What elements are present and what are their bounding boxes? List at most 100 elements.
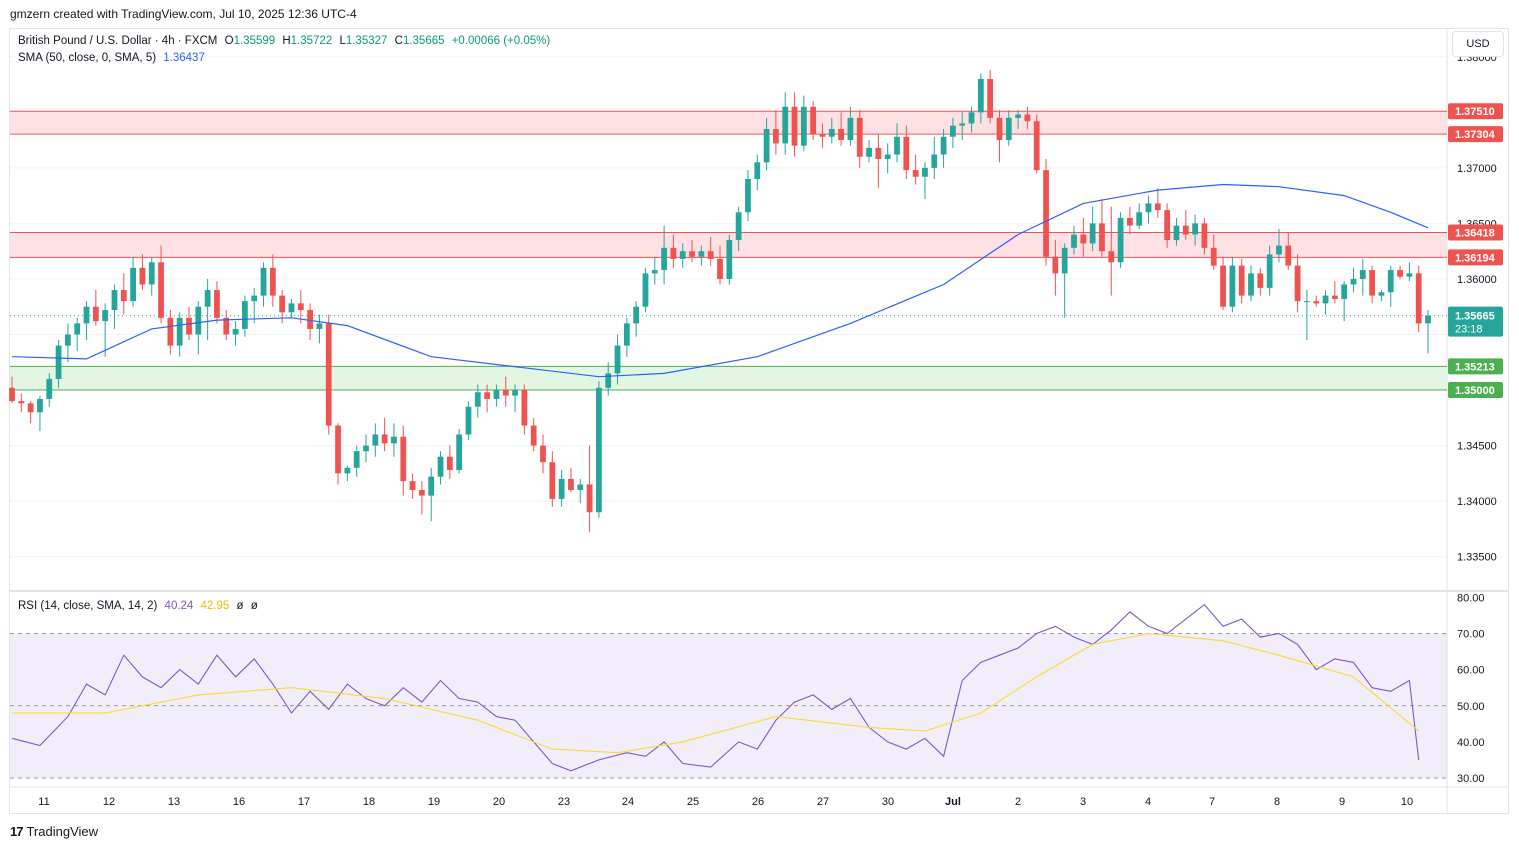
price-tick-label: 1.33500 <box>1457 552 1497 564</box>
sma-label: SMA (50, close, 0, SMA, 5) <box>18 52 157 64</box>
candle-body <box>260 267 267 296</box>
candle-body <box>167 317 174 346</box>
price-tick-label: 1.37000 <box>1457 163 1497 175</box>
time-tick-label: 30 <box>882 796 894 808</box>
candle-body <box>307 310 313 329</box>
candle-body <box>120 290 127 302</box>
time-tick-label: Jul <box>945 796 961 808</box>
low-value: 1.35327 <box>345 35 388 47</box>
tradingview-logo[interactable]: 17 TradingView <box>10 824 98 839</box>
candle-body <box>856 117 863 157</box>
low-label: L <box>339 35 346 47</box>
resistance-bottom-label: 1.37304 <box>1455 129 1496 141</box>
candle-body <box>549 462 556 499</box>
candle-body <box>763 128 770 163</box>
candle-body <box>465 406 472 435</box>
candle-body <box>1033 121 1040 171</box>
candle-body <box>437 456 444 477</box>
candle-body <box>1145 203 1152 213</box>
currency-label: USD <box>1466 38 1490 50</box>
candle-body <box>1425 315 1431 324</box>
time-tick-label: 10 <box>1401 796 1413 808</box>
candle-body <box>875 147 882 159</box>
chart-frame[interactable] <box>9 28 1509 814</box>
candle-body <box>1015 114 1021 118</box>
candle-body <box>1173 225 1180 241</box>
candle-body <box>922 167 928 177</box>
candle-body <box>446 456 453 471</box>
candle-body <box>232 328 239 335</box>
candle-body <box>419 490 425 496</box>
currency-button[interactable]: USD <box>1452 31 1504 57</box>
candle-body <box>614 345 621 374</box>
rsi-extra-2: ø <box>250 600 258 612</box>
candle-body <box>521 390 528 426</box>
candle-body <box>1387 270 1394 293</box>
candle-body <box>931 154 938 168</box>
candle-body <box>735 212 742 241</box>
time-tick-label: 18 <box>363 796 375 808</box>
candle-body <box>1276 245 1282 255</box>
candle-body <box>27 403 34 413</box>
candle-body <box>223 317 230 335</box>
sma-line <box>11 183 1429 378</box>
candle-body <box>1369 270 1375 296</box>
resistance-top-label-bg <box>1448 103 1503 120</box>
sma-legend[interactable]: SMA (50, close, 0, SMA, 5) 1.36437 <box>18 52 209 64</box>
candle-body <box>605 373 612 388</box>
candle-body <box>689 251 695 257</box>
candle-body <box>1089 223 1096 244</box>
candle-body <box>428 476 435 496</box>
resistance2-top-label: 1.36418 <box>1455 228 1495 240</box>
candle-body <box>1043 170 1049 257</box>
rsi-legend[interactable]: RSI (14, close, SMA, 14, 2) 40.24 42.95 … <box>18 600 262 612</box>
candle-body <box>400 436 407 482</box>
rsi-value: 40.24 <box>164 600 194 612</box>
candle-body <box>1238 265 1245 296</box>
candle-body <box>1304 301 1310 303</box>
time-tick-label: 9 <box>1339 796 1345 808</box>
candle-body <box>1378 292 1385 296</box>
candle-body <box>884 154 891 159</box>
candle-body <box>642 273 649 307</box>
candle-body <box>325 323 332 426</box>
candle-body <box>493 390 500 399</box>
candle-body <box>1127 217 1133 226</box>
candle-body <box>1136 212 1143 226</box>
candle-body <box>894 136 900 155</box>
rsi-sma-line <box>12 632 1420 754</box>
candle-body <box>1154 203 1161 211</box>
resistance-bottom-label-bg <box>1448 126 1503 143</box>
rsi-line <box>11 603 1420 772</box>
candle-body <box>1406 273 1413 277</box>
candle-body <box>74 323 81 335</box>
candle-body <box>679 251 686 259</box>
candle-body <box>269 267 276 296</box>
time-tick-label: 16 <box>233 796 245 808</box>
candle-body <box>46 378 53 399</box>
candle-body <box>130 267 136 302</box>
candle-body <box>586 484 593 513</box>
time-tick-label: 26 <box>752 796 764 808</box>
candle-body <box>651 270 658 274</box>
candle-body <box>698 251 705 257</box>
candle-body <box>1164 210 1171 241</box>
candle-body <box>987 78 994 118</box>
candle-body <box>633 306 640 324</box>
resistance-zone <box>10 111 1447 135</box>
open-value: 1.35599 <box>233 35 276 47</box>
candle-body <box>344 467 351 474</box>
symbol-legend[interactable]: British Pound / U.S. Dollar · 4h · FXCM … <box>18 35 554 47</box>
candle-body <box>1220 265 1226 307</box>
candle-body <box>1192 223 1198 235</box>
resistance2-bottom-label-bg <box>1448 249 1503 266</box>
candle-body <box>1229 265 1236 307</box>
candle-body <box>540 445 546 463</box>
candle-body <box>353 451 360 468</box>
rsi-tick-label: 30.00 <box>1457 773 1485 785</box>
price-tick-label: 1.36000 <box>1457 274 1497 286</box>
candle-body <box>176 317 183 346</box>
candle-body <box>968 112 975 124</box>
rsi-tick-label: 50.00 <box>1457 701 1485 713</box>
